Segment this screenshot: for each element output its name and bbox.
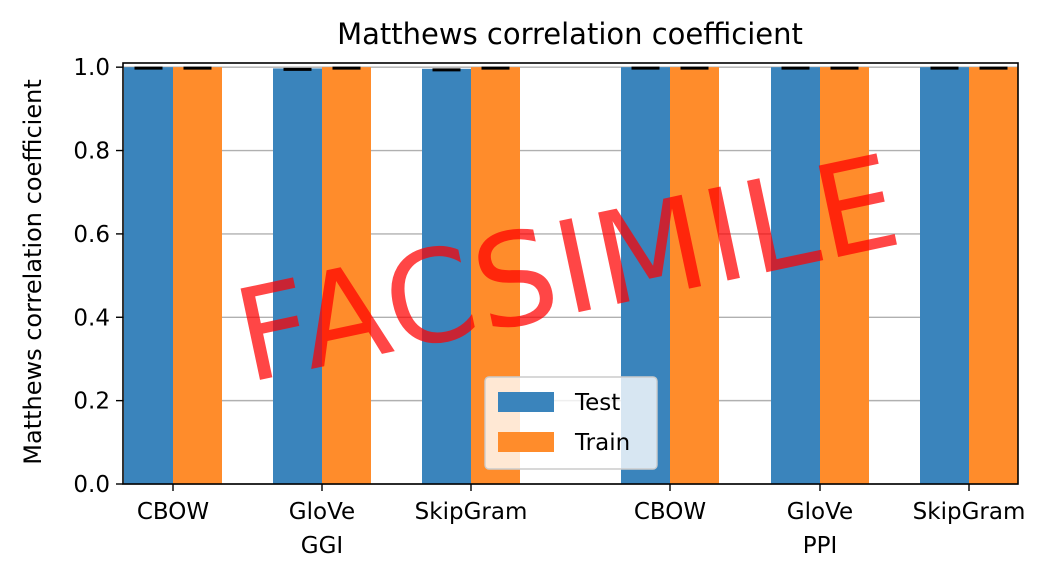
bar-test [273,68,322,484]
y-axis-label: Matthews correlation coefficient [19,79,47,464]
bar-train [670,67,719,484]
bar-train [820,67,869,484]
x-tick-label: CBOW [634,499,706,525]
legend-swatch [498,392,554,412]
y-tick-label: 0.8 [73,139,110,165]
legend-box [484,376,658,470]
x-tick-label: SkipGram [415,499,528,525]
x-tick-label: SkipGram [913,499,1026,525]
y-tick-label: 0.4 [73,305,110,331]
bar-train [322,67,371,484]
bar-test [422,68,471,485]
bar-test [124,67,173,484]
x-tick-label: GloVe [289,499,355,525]
bar-train [969,67,1018,484]
y-tick-label: 0.6 [73,222,110,248]
legend-swatch [498,432,554,452]
y-tick-label: 0.0 [73,472,110,498]
legend-label: Train [574,430,630,456]
x-tick-label: CBOW [137,499,209,525]
legend-label: Test [574,390,620,416]
group-label: PPI [803,533,838,559]
y-axis-ticks: 0.0 0.2 0.4 0.6 0.8 1.0 [73,55,123,498]
x-tick-label: GloVe [787,499,853,525]
group-label: GGI [301,533,343,559]
error-bars [134,66,1008,72]
y-tick-label: 1.0 [73,55,110,81]
chart-title: Matthews correlation coefficient [337,17,803,51]
x-axis-ticks: CBOW GloVe SkipGram CBOW GloVe SkipGram GGI PPI [137,484,1025,559]
legend: Test Train [484,376,658,470]
bar-train [173,67,222,484]
y-tick-label: 0.2 [73,389,110,415]
plot-frame [122,62,1019,485]
bar-test [771,67,820,484]
bar-test [920,67,969,484]
